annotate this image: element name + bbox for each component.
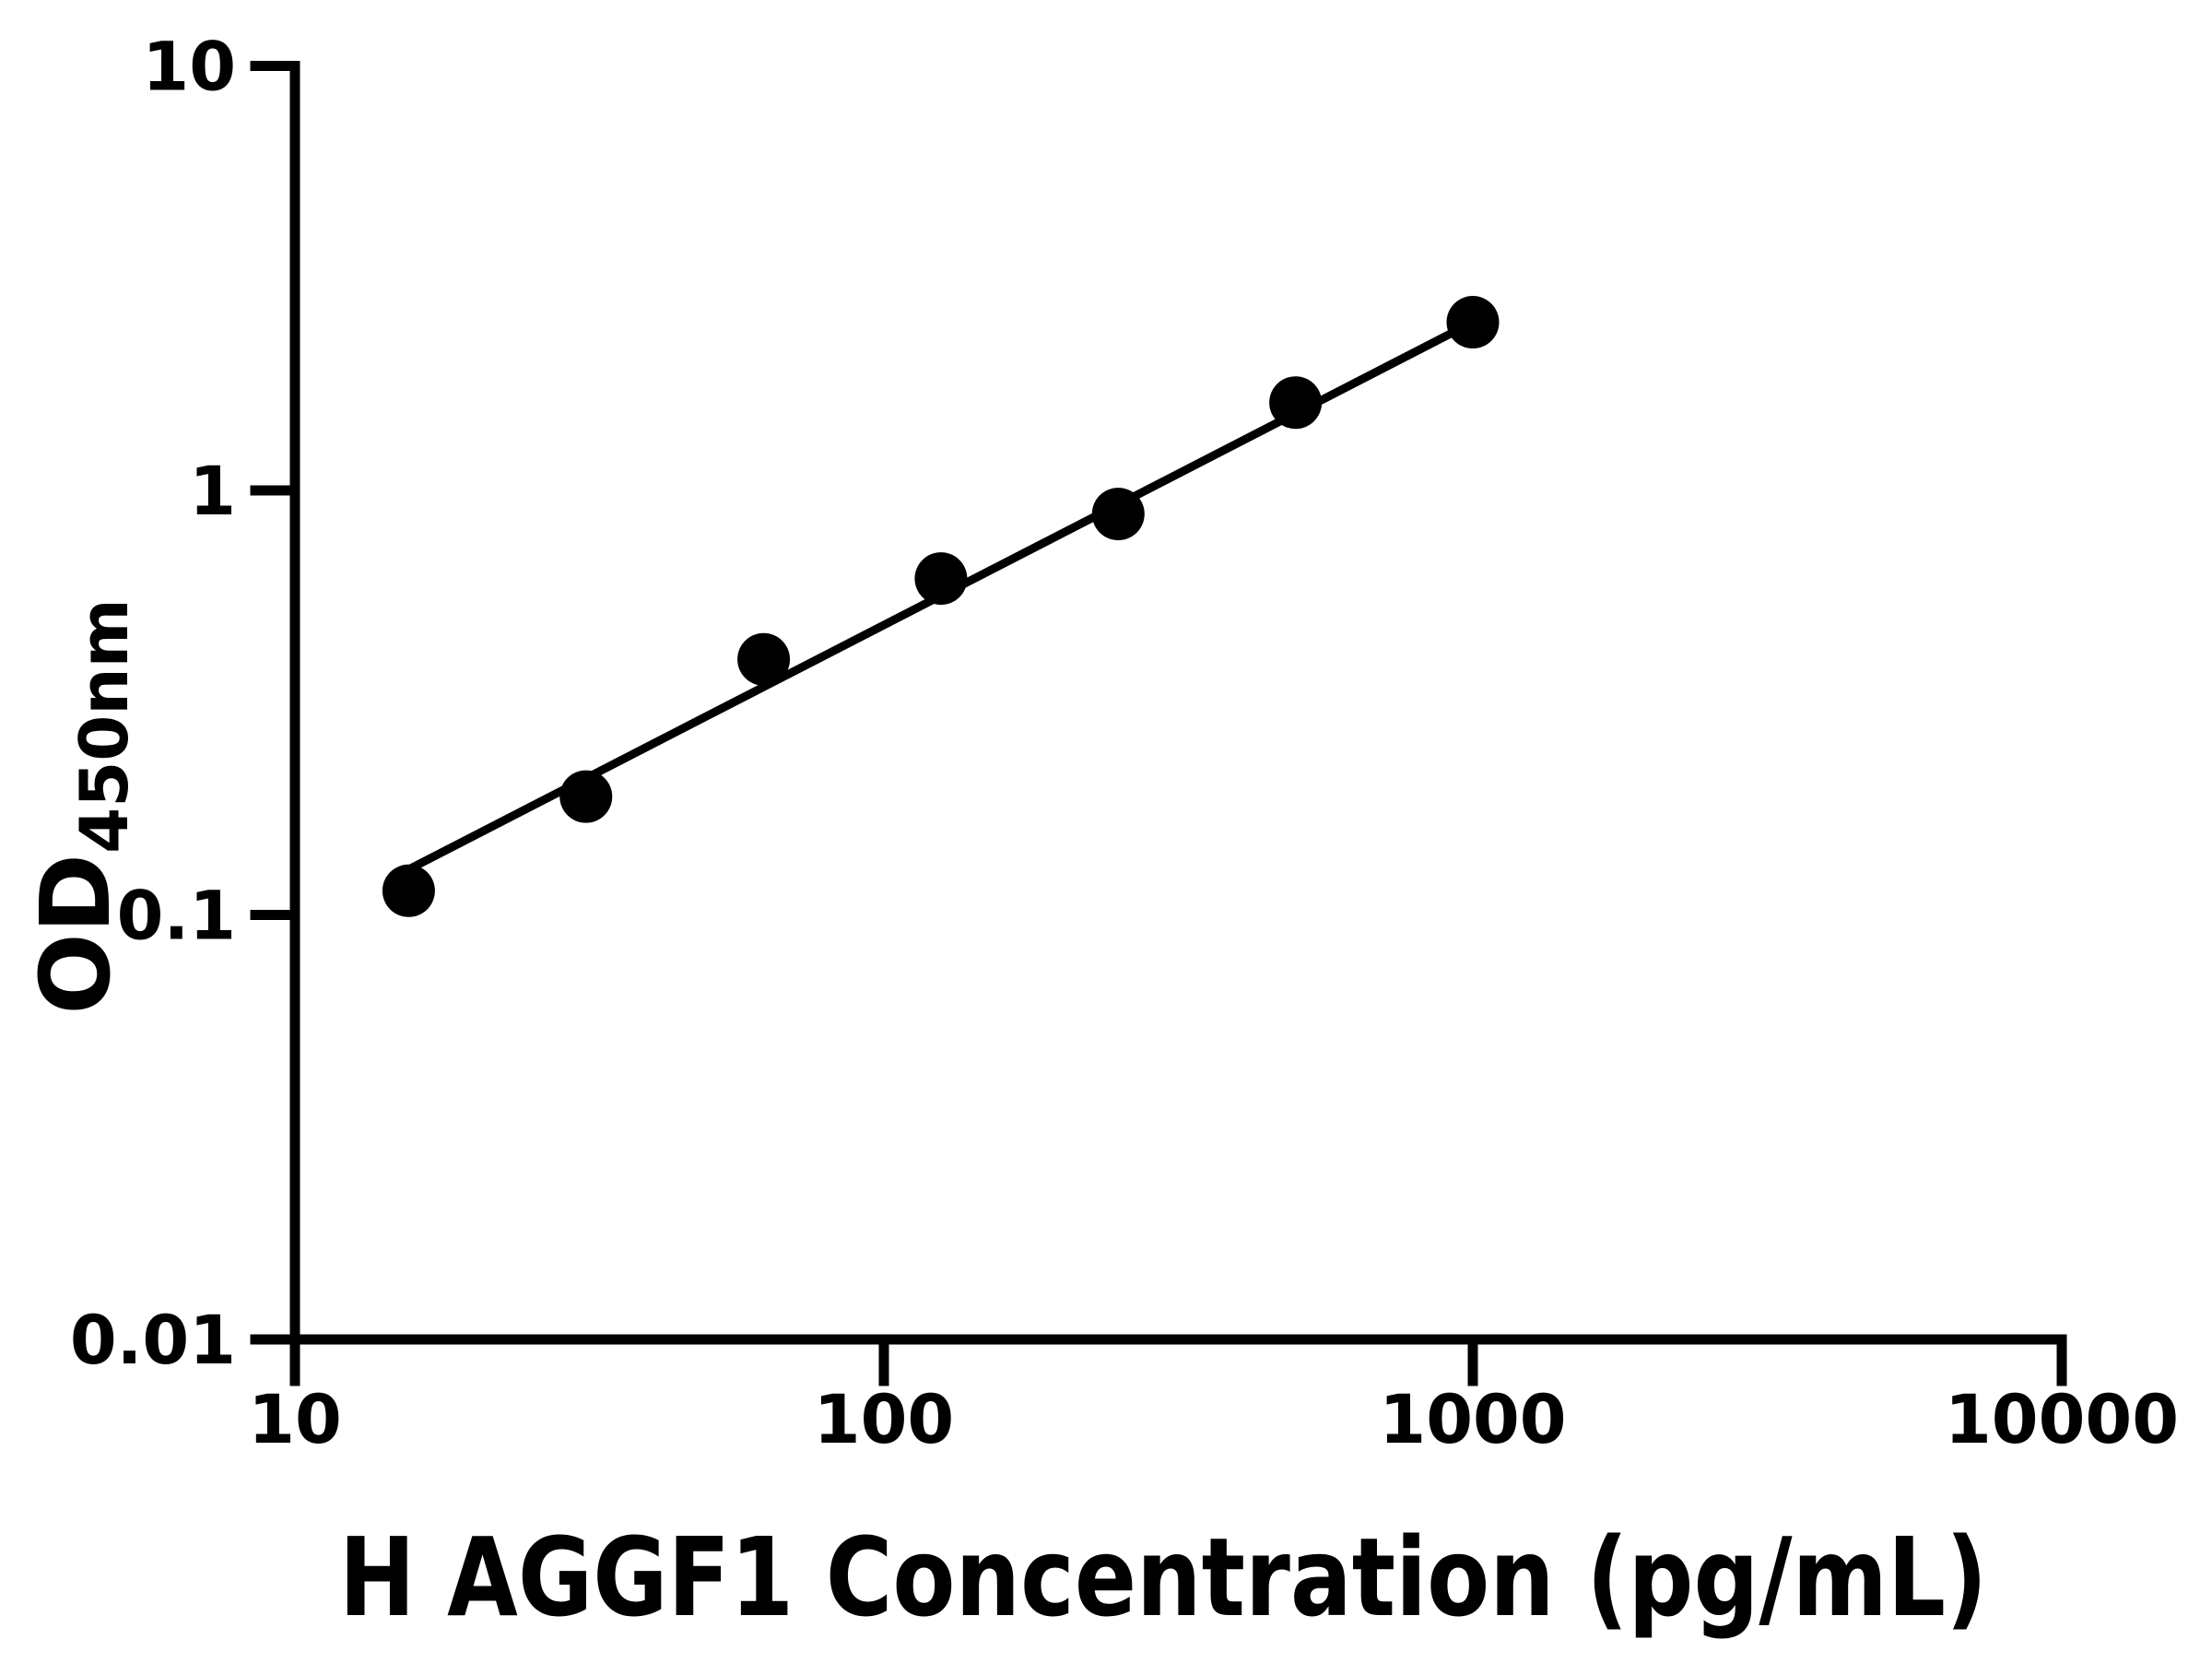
data-point xyxy=(1269,376,1323,430)
x-tick-label: 10 xyxy=(248,1381,342,1459)
data-point xyxy=(1091,488,1145,541)
y-tick-label: 10 xyxy=(142,29,236,107)
x-tick-label: 100 xyxy=(814,1381,954,1459)
data-point xyxy=(559,770,613,823)
y-tick-label: 1 xyxy=(189,453,236,531)
axes-layer xyxy=(250,61,2067,1386)
y-axis-title-subscript: 450nm xyxy=(65,598,143,854)
y-axis-title: OD450nm xyxy=(19,598,143,1014)
data-point xyxy=(737,632,791,686)
data-point xyxy=(382,864,435,917)
x-tick-label: 1000 xyxy=(1379,1381,1566,1459)
y-axis-title-main: OD xyxy=(19,854,132,1015)
y-tick-label: 0.1 xyxy=(117,878,236,956)
x-axis-title-group: H AGGF1 Concentration (pg/mL) xyxy=(339,1515,1988,1642)
data-points-layer xyxy=(382,296,1500,917)
data-point xyxy=(914,552,968,606)
y-axis-title-group: OD450nm xyxy=(19,598,143,1014)
x-tick-label: 10000 xyxy=(1945,1381,2179,1459)
data-point xyxy=(1446,296,1500,349)
x-axis-title: H AGGF1 Concentration (pg/mL) xyxy=(339,1515,1988,1642)
y-tick-label: 0.01 xyxy=(70,1302,236,1380)
